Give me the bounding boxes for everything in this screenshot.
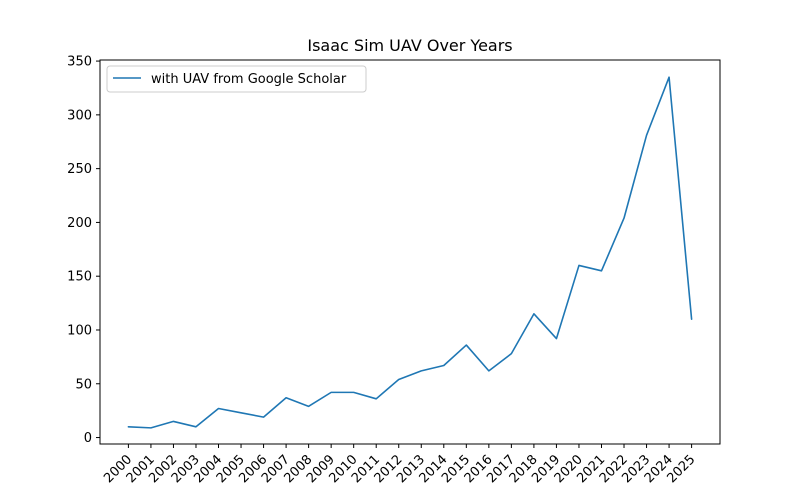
y-tick-label: 250 [67,162,92,177]
y-tick-label: 300 [67,108,92,123]
legend: with UAV from Google Scholar [106,65,367,93]
chart-title: Isaac Sim UAV Over Years [307,36,512,55]
y-tick-label: 350 [67,55,92,70]
y-axis: 0 50 100 150 200 250 300 350 [67,55,100,446]
y-tick-label: 100 [67,323,92,338]
plot-area [99,59,721,445]
legend-box [106,65,367,93]
series-line [127,76,693,429]
y-tick-label: 0 [84,431,92,446]
y-tick-label: 200 [67,216,92,231]
y-tick-label: 50 [75,377,92,392]
series-layer [127,76,693,429]
legend-label: with UAV from Google Scholar [151,72,347,87]
x-axis: 2000200120022003200420052006200720082009… [101,444,698,486]
y-tick-label: 150 [67,270,92,285]
